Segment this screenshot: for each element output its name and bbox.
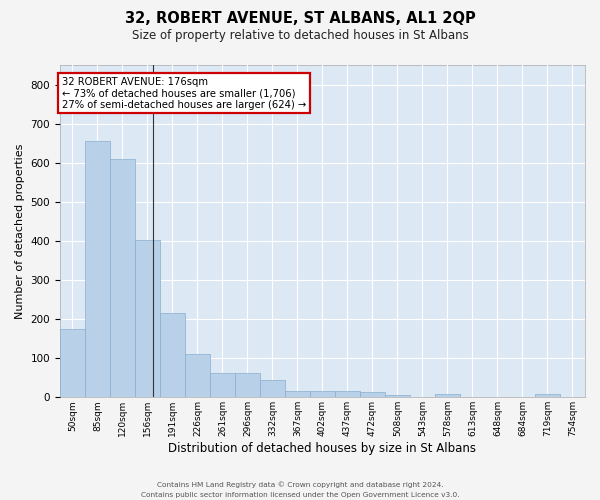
X-axis label: Distribution of detached houses by size in St Albans: Distribution of detached houses by size … xyxy=(169,442,476,455)
Bar xyxy=(210,372,235,398)
Bar xyxy=(535,394,560,398)
Text: Contains HM Land Registry data © Crown copyright and database right 2024.
Contai: Contains HM Land Registry data © Crown c… xyxy=(140,482,460,498)
Bar xyxy=(185,354,210,398)
Bar xyxy=(335,392,360,398)
Bar xyxy=(110,159,135,398)
Bar xyxy=(260,380,285,398)
Bar xyxy=(235,372,260,398)
Text: Size of property relative to detached houses in St Albans: Size of property relative to detached ho… xyxy=(131,29,469,42)
Bar xyxy=(285,392,310,398)
Bar xyxy=(135,240,160,398)
Text: 32, ROBERT AVENUE, ST ALBANS, AL1 2QP: 32, ROBERT AVENUE, ST ALBANS, AL1 2QP xyxy=(125,11,475,26)
Bar xyxy=(85,141,110,398)
Bar xyxy=(60,329,85,398)
Bar xyxy=(360,392,385,398)
Y-axis label: Number of detached properties: Number of detached properties xyxy=(15,144,25,319)
Bar xyxy=(310,390,335,398)
Text: 32 ROBERT AVENUE: 176sqm
← 73% of detached houses are smaller (1,706)
27% of sem: 32 ROBERT AVENUE: 176sqm ← 73% of detach… xyxy=(62,76,306,110)
Bar xyxy=(160,313,185,398)
Bar xyxy=(435,394,460,398)
Bar xyxy=(385,396,410,398)
